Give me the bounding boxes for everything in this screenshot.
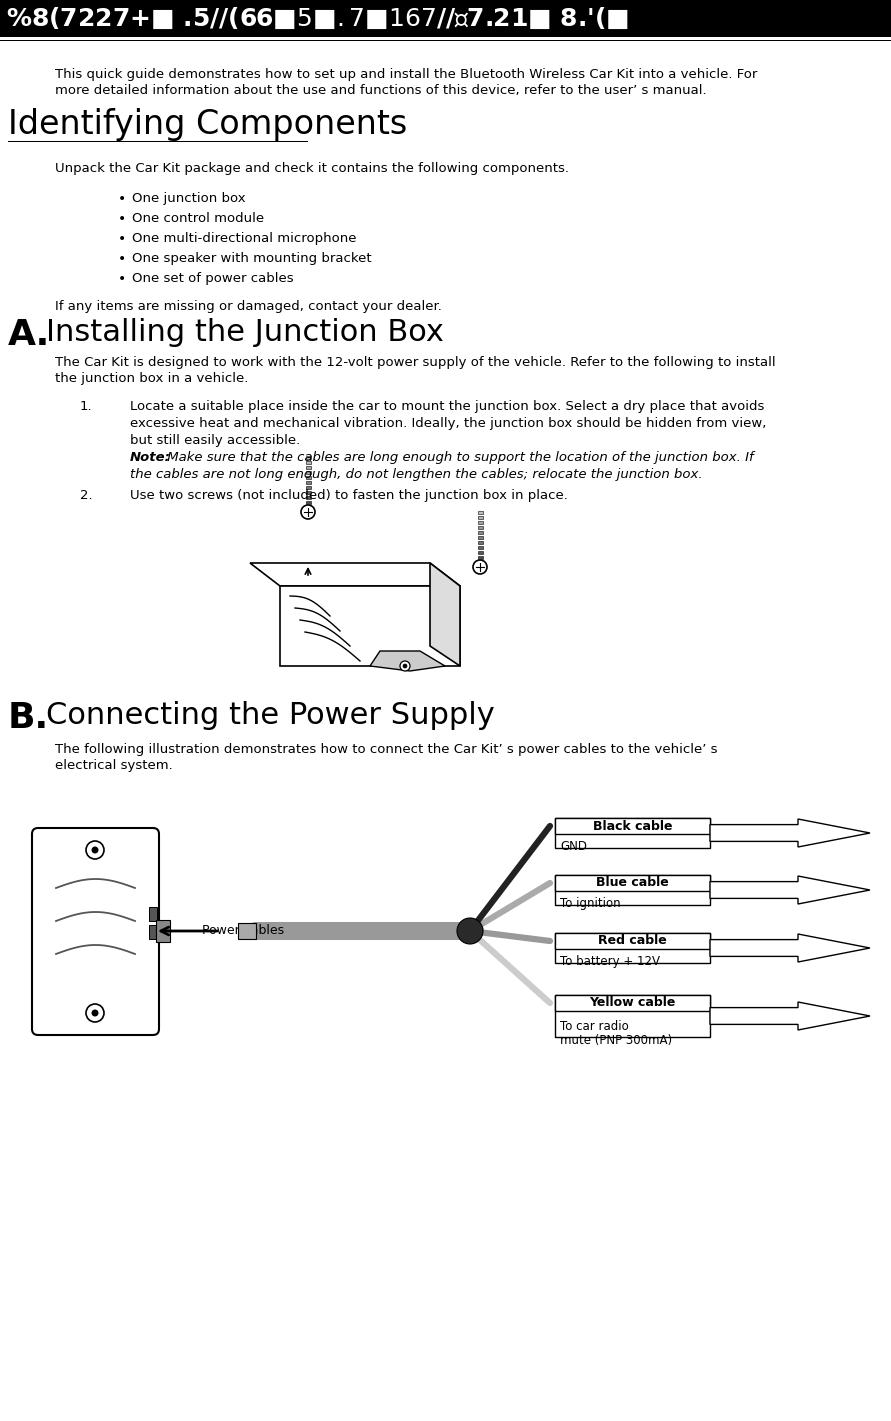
Text: •: • — [118, 232, 127, 246]
Text: The Car Kit is designed to work with the 12-volt power supply of the vehicle. Re: The Car Kit is designed to work with the… — [55, 357, 776, 369]
Bar — [478, 516, 483, 519]
Bar — [306, 496, 310, 499]
Bar — [478, 526, 483, 529]
Bar — [478, 541, 483, 544]
Text: Use two screws (not included) to fasten the junction box in place.: Use two screws (not included) to fasten … — [130, 489, 568, 502]
Bar — [306, 502, 310, 504]
Bar — [555, 818, 710, 834]
Text: Identifying Components: Identifying Components — [8, 108, 407, 141]
Polygon shape — [430, 563, 460, 666]
Circle shape — [457, 918, 483, 944]
Text: One speaker with mounting bracket: One speaker with mounting bracket — [132, 252, 372, 264]
Text: To ignition: To ignition — [560, 897, 621, 909]
Bar — [555, 818, 710, 848]
Bar — [478, 536, 483, 539]
Bar — [555, 995, 710, 1037]
Text: Power cables: Power cables — [202, 924, 284, 936]
Text: •: • — [118, 252, 127, 266]
Text: excessive heat and mechanical vibration. Ideally, the junction box should be hid: excessive heat and mechanical vibration.… — [130, 416, 766, 431]
Bar — [555, 934, 710, 963]
Polygon shape — [710, 934, 870, 962]
Text: Red cable: Red cable — [598, 935, 666, 948]
Text: To battery + 12V: To battery + 12V — [560, 955, 660, 968]
Bar — [306, 486, 310, 489]
Circle shape — [473, 560, 487, 574]
Text: Black cable: Black cable — [593, 820, 672, 833]
Bar — [306, 480, 310, 485]
Text: To car radio: To car radio — [560, 1020, 629, 1033]
Text: One control module: One control module — [132, 212, 264, 225]
Bar — [478, 512, 483, 514]
Bar — [0, 36, 891, 37]
Circle shape — [92, 1009, 99, 1016]
Text: A.: A. — [8, 318, 50, 352]
Text: Blue cable: Blue cable — [596, 877, 669, 890]
Circle shape — [301, 504, 315, 519]
Circle shape — [92, 847, 99, 854]
Text: One multi-directional microphone: One multi-directional microphone — [132, 232, 356, 244]
Text: Installing the Junction Box: Installing the Junction Box — [46, 318, 444, 347]
Bar — [478, 522, 483, 524]
Text: the cables are not long enough, do not lengthen the cables; relocate the junctio: the cables are not long enough, do not l… — [130, 468, 703, 480]
Polygon shape — [710, 818, 870, 847]
Text: 2.: 2. — [80, 489, 93, 502]
Bar — [8, 141, 308, 142]
Circle shape — [403, 664, 407, 668]
FancyBboxPatch shape — [32, 828, 159, 1034]
Text: B.: B. — [8, 701, 49, 735]
Text: Locate a suitable place inside the car to mount the junction box. Select a dry p: Locate a suitable place inside the car t… — [130, 399, 764, 414]
Text: If any items are missing or damaged, contact your dealer.: If any items are missing or damaged, con… — [55, 300, 442, 313]
Text: This quick guide demonstrates how to set up and install the Bluetooth Wireless C: This quick guide demonstrates how to set… — [55, 68, 757, 81]
Polygon shape — [280, 585, 460, 666]
Bar — [149, 907, 157, 921]
Bar — [306, 466, 310, 469]
Circle shape — [86, 1005, 104, 1022]
Text: %8(7227+■ .5//(66■$5■ .7■167$//7.21■ 8.'(■: %8(7227+■ .5//(66■$5■ .7■167$//7.21■ 8.… — [6, 6, 629, 31]
Bar — [0, 40, 891, 41]
Bar — [555, 875, 710, 905]
Bar — [555, 995, 710, 1010]
Bar — [306, 476, 310, 479]
Text: The following illustration demonstrates how to connect the Car Kit’ s power cabl: The following illustration demonstrates … — [55, 743, 717, 756]
Polygon shape — [710, 1002, 870, 1030]
Text: •: • — [118, 192, 127, 206]
Bar — [306, 460, 310, 465]
Bar — [555, 875, 710, 891]
Text: electrical system.: electrical system. — [55, 759, 173, 772]
Text: but still easily accessible.: but still easily accessible. — [130, 433, 300, 448]
Bar — [156, 919, 170, 942]
Text: GND: GND — [560, 840, 587, 853]
Text: more detailed information about the use and functions of this device, refer to t: more detailed information about the use … — [55, 84, 707, 97]
Bar — [306, 492, 310, 495]
Text: •: • — [118, 271, 127, 286]
Bar — [149, 925, 157, 939]
Bar — [478, 556, 483, 558]
Circle shape — [400, 661, 410, 671]
Text: the junction box in a vehicle.: the junction box in a vehicle. — [55, 372, 249, 385]
Text: •: • — [118, 212, 127, 226]
Bar — [306, 456, 310, 459]
Bar — [478, 531, 483, 534]
Circle shape — [86, 841, 104, 860]
Polygon shape — [250, 563, 460, 585]
Bar — [555, 934, 710, 949]
Polygon shape — [370, 651, 445, 671]
Polygon shape — [710, 875, 870, 904]
Bar — [478, 546, 483, 549]
Text: 1.: 1. — [80, 399, 93, 414]
Text: Connecting the Power Supply: Connecting the Power Supply — [46, 701, 495, 730]
Bar — [0, 0, 891, 36]
Bar — [478, 551, 483, 554]
Text: Note:: Note: — [130, 450, 171, 465]
Bar — [306, 470, 310, 475]
Text: Make sure that the cables are long enough to support the location of the junctio: Make sure that the cables are long enoug… — [163, 450, 754, 465]
Bar — [238, 924, 256, 939]
Text: Unpack the Car Kit package and check it contains the following components.: Unpack the Car Kit package and check it … — [55, 162, 569, 175]
Text: mute (PNP 300mA): mute (PNP 300mA) — [560, 1034, 672, 1047]
Text: One set of power cables: One set of power cables — [132, 271, 294, 286]
Text: Yellow cable: Yellow cable — [589, 996, 675, 1009]
Text: One junction box: One junction box — [132, 192, 246, 205]
